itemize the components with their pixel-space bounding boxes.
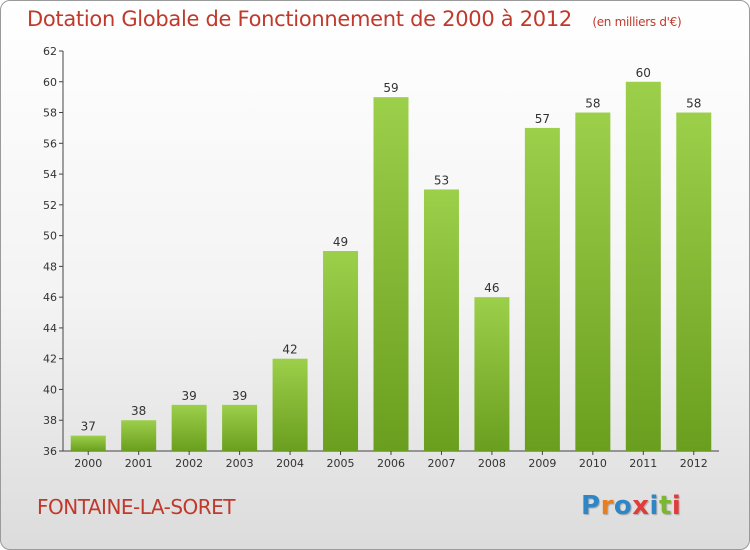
value-label: 49 [333, 235, 348, 249]
bar-2001[interactable] [121, 420, 157, 451]
chart-labels: 37 2000 38 2001 39 2002 39 2003 42 2004 49 2005 59 20… [74, 66, 708, 470]
y-tick-label: 60 [43, 76, 57, 89]
x-tick-label: 2002 [175, 457, 203, 470]
y-tick-label: 54 [43, 168, 57, 181]
value-label: 59 [383, 81, 398, 95]
y-tick-label: 38 [43, 414, 57, 427]
logo-letter: o [613, 491, 633, 521]
value-label: 37 [81, 420, 96, 434]
y-tick-label: 40 [43, 383, 57, 396]
value-label: 46 [484, 281, 499, 295]
bar-2005[interactable] [323, 251, 359, 451]
logo-letter: P [581, 491, 601, 521]
x-tick-label: 2011 [629, 457, 657, 470]
bar-2003[interactable] [222, 404, 258, 451]
y-tick-label: 44 [43, 322, 57, 335]
y-tick-label: 42 [43, 353, 57, 366]
x-tick-label: 2000 [74, 457, 102, 470]
chart-axes: 36 38 40 42 44 46 48 50 52 54 56 58 60 62 [43, 45, 719, 458]
bar-2008[interactable] [474, 297, 510, 451]
x-tick-label: 2006 [377, 457, 405, 470]
value-label: 58 [686, 97, 701, 111]
x-tick-label: 2004 [276, 457, 304, 470]
y-tick-label: 48 [43, 260, 57, 273]
logo-letter: i [649, 491, 659, 521]
chart-title: Dotation Globale de Fonctionnement de 20… [27, 7, 682, 31]
value-label: 58 [585, 97, 600, 111]
x-tick-label: 2009 [528, 457, 556, 470]
value-label: 39 [232, 389, 247, 403]
bar-2002[interactable] [171, 404, 207, 451]
y-tick-label: 56 [43, 137, 57, 150]
bar-2000[interactable] [70, 435, 106, 451]
x-tick-label: 2012 [680, 457, 708, 470]
value-label: 39 [182, 389, 197, 403]
value-label: 53 [434, 173, 449, 187]
chart-unit-note: (en milliers d'€) [592, 15, 682, 29]
x-tick-label: 2005 [327, 457, 355, 470]
bar-2009[interactable] [524, 127, 560, 451]
bar-2010[interactable] [575, 112, 611, 452]
bar-2007[interactable] [423, 189, 459, 451]
logo-letter: r [600, 491, 614, 521]
bar-2011[interactable] [625, 81, 661, 452]
y-tick-label: 58 [43, 107, 57, 120]
logo-letter: x [632, 491, 650, 521]
chart-title-text: Dotation Globale de Fonctionnement de 20… [27, 7, 572, 31]
value-label: 42 [282, 343, 297, 357]
value-label: 38 [131, 404, 146, 418]
y-tick-label: 62 [43, 45, 57, 58]
y-tick-label: 50 [43, 230, 57, 243]
chart-bars [70, 81, 712, 452]
commune-name: FONTAINE-LA-SORET [37, 495, 236, 519]
proxiti-logo[interactable]: Proxiti [581, 491, 681, 521]
x-tick-label: 2001 [125, 457, 153, 470]
y-tick-label: 46 [43, 291, 57, 304]
bar-2006[interactable] [373, 97, 409, 452]
bar-2004[interactable] [272, 358, 308, 451]
y-tick-label: 36 [43, 445, 57, 458]
y-tick-label: 52 [43, 199, 57, 212]
value-label: 57 [535, 112, 550, 126]
x-tick-label: 2003 [226, 457, 254, 470]
logo-letter: i [671, 491, 682, 521]
bar-2012[interactable] [676, 112, 712, 452]
x-tick-label: 2007 [427, 457, 455, 470]
x-tick-label: 2008 [478, 457, 506, 470]
x-tick-label: 2010 [579, 457, 607, 470]
logo-letter: t [658, 491, 672, 521]
value-label: 60 [636, 66, 651, 80]
